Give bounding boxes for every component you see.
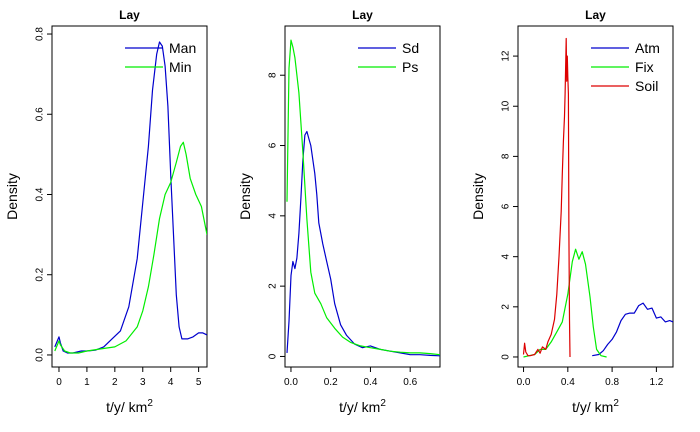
y-tick-label: 4 (501, 253, 512, 259)
x-tick-label: 2 (112, 377, 118, 388)
y-axis-label: Density (470, 173, 486, 220)
x-tick-label: 0.0 (284, 377, 298, 388)
x-axis-label-superscript: 2 (613, 398, 619, 409)
x-tick-label: 4 (168, 377, 174, 388)
legend-label: Soil (635, 78, 658, 94)
legend: Sd Ps (358, 40, 419, 75)
x-tick-label: 0.0 (517, 377, 531, 388)
y-tick-label: 8 (501, 153, 512, 159)
series-line-man (54, 41, 207, 354)
x-axis-label-text: t/y/ km (106, 399, 147, 415)
chart-title: Lay (585, 8, 606, 22)
x-axis-label-text: t/y/ km (339, 399, 380, 415)
y-tick-label: 12 (501, 50, 512, 62)
x-axis-label: t/y/ km2 (339, 398, 386, 415)
y-tick-label: 10 (501, 100, 512, 112)
y-tick-label: 0.0 (35, 348, 46, 362)
legend-label: Man (169, 40, 196, 56)
x-tick-label: 1.2 (649, 377, 663, 388)
y-tick-label: 2 (268, 283, 279, 289)
y-tick-label: 4 (268, 213, 279, 219)
x-axis-label-text: t/y/ km (572, 399, 613, 415)
x-tick-label: 0 (56, 377, 62, 388)
x-tick-label: 3 (140, 377, 146, 388)
x-axis-label: t/y/ km2 (572, 398, 619, 415)
legend-label: Min (169, 59, 192, 75)
x-tick-label: 0.6 (403, 377, 417, 388)
y-tick-label: 0.4 (35, 187, 46, 201)
legend-label: Atm (635, 40, 660, 56)
series-line-atm (592, 302, 673, 357)
legend-label: Sd (402, 40, 419, 56)
y-tick-label: 8 (268, 72, 279, 78)
chart-title: Lay (119, 8, 140, 22)
y-axis-label: Density (237, 173, 253, 220)
legend: Man Min (125, 40, 196, 75)
x-tick-label: 0.8 (605, 377, 619, 388)
x-tick-label: 5 (196, 377, 202, 388)
x-axis-label-superscript: 2 (147, 398, 153, 409)
x-tick-label: 1 (84, 377, 90, 388)
series-line-soil (522, 37, 571, 358)
series-line-sd (286, 130, 440, 357)
y-tick-label: 0.2 (35, 267, 46, 281)
y-tick-label: 2 (501, 304, 512, 310)
y-axis-label: Density (4, 173, 20, 220)
legend-label: Ps (402, 59, 418, 75)
series-line-ps (286, 39, 440, 356)
series-line-min (54, 141, 207, 354)
x-tick-label: 0.4 (561, 377, 575, 388)
plot-frame (517, 25, 674, 368)
plot-frame (51, 25, 208, 368)
y-tick-label: 0.8 (35, 27, 46, 41)
chart-title: Lay (352, 8, 373, 22)
y-tick-label: 0 (268, 353, 279, 359)
y-tick-label: 0.6 (35, 107, 46, 121)
legend: Atm Fix Soil (591, 40, 660, 94)
legend-label: Fix (635, 59, 654, 75)
y-tick-label: 0 (501, 354, 512, 360)
x-axis-label-superscript: 2 (380, 398, 386, 409)
x-tick-label: 0.2 (324, 377, 338, 388)
y-tick-label: 6 (268, 142, 279, 148)
series-line-fix (523, 248, 607, 358)
x-tick-label: 0.4 (363, 377, 377, 388)
y-tick-label: 6 (501, 203, 512, 209)
x-axis-label: t/y/ km2 (106, 398, 153, 415)
plot-frame (284, 25, 441, 368)
